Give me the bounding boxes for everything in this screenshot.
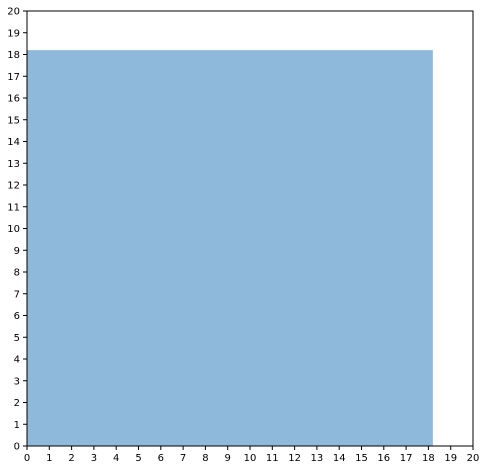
x-tick-label: 17 bbox=[400, 453, 413, 464]
x-tick-label: 3 bbox=[91, 453, 97, 464]
plot-area: 0 1 2 3 4 5 6 7 8 9 10 11 12 13 14 15 16 17 18 19 2001234567… bbox=[7, 7, 479, 465]
y-tick-label: 3 bbox=[14, 376, 20, 387]
x-tick-label: 0 bbox=[24, 453, 30, 464]
x-tick-label: 2 bbox=[68, 453, 74, 464]
x-tick-label: 13 bbox=[311, 453, 324, 464]
x-tick-label: 16 bbox=[377, 453, 390, 464]
y-tick-label: 20 bbox=[7, 7, 20, 18]
y-tick-label: 8 bbox=[14, 268, 20, 279]
x-tick-label: 11 bbox=[266, 453, 279, 464]
y-tick-label: 6 bbox=[14, 311, 20, 322]
x-tick-label: 15 bbox=[355, 453, 368, 464]
y-tick-label: 19 bbox=[7, 28, 20, 39]
y-tick-label: 11 bbox=[7, 202, 20, 213]
x-tick-label: 20 bbox=[467, 453, 480, 464]
filled-region-0 bbox=[27, 50, 433, 447]
x-tick-label: 1 bbox=[46, 453, 52, 464]
y-tick-label: 0 bbox=[14, 442, 20, 453]
x-tick-label: 19 bbox=[444, 453, 457, 464]
y-tick-label: 16 bbox=[7, 94, 20, 105]
y-tick-label: 15 bbox=[7, 115, 20, 126]
x-tick-label: 12 bbox=[288, 453, 301, 464]
y-tick-label: 4 bbox=[14, 355, 20, 366]
y-tick-label: 1 bbox=[14, 420, 20, 431]
x-tick-label: 14 bbox=[333, 453, 346, 464]
y-tick-label: 14 bbox=[7, 137, 20, 148]
x-tick-label: 5 bbox=[135, 453, 141, 464]
y-tick-label: 9 bbox=[14, 246, 20, 257]
x-tick-label: 9 bbox=[225, 453, 231, 464]
x-tick-label: 6 bbox=[158, 453, 164, 464]
y-tick-label: 5 bbox=[14, 333, 20, 344]
y-tick-label: 12 bbox=[7, 181, 20, 192]
x-tick-label: 18 bbox=[422, 453, 435, 464]
y-tick-label: 17 bbox=[7, 72, 20, 83]
y-tick-label: 18 bbox=[7, 50, 20, 61]
y-tick-label: 10 bbox=[7, 224, 20, 235]
x-tick-label: 7 bbox=[180, 453, 186, 464]
x-tick-label: 4 bbox=[113, 453, 119, 464]
x-tick-label: 10 bbox=[244, 453, 257, 464]
y-tick-label: 13 bbox=[7, 159, 20, 170]
y-tick-label: 2 bbox=[14, 398, 20, 409]
x-tick-label: 8 bbox=[202, 453, 208, 464]
y-tick-label: 7 bbox=[14, 289, 20, 300]
